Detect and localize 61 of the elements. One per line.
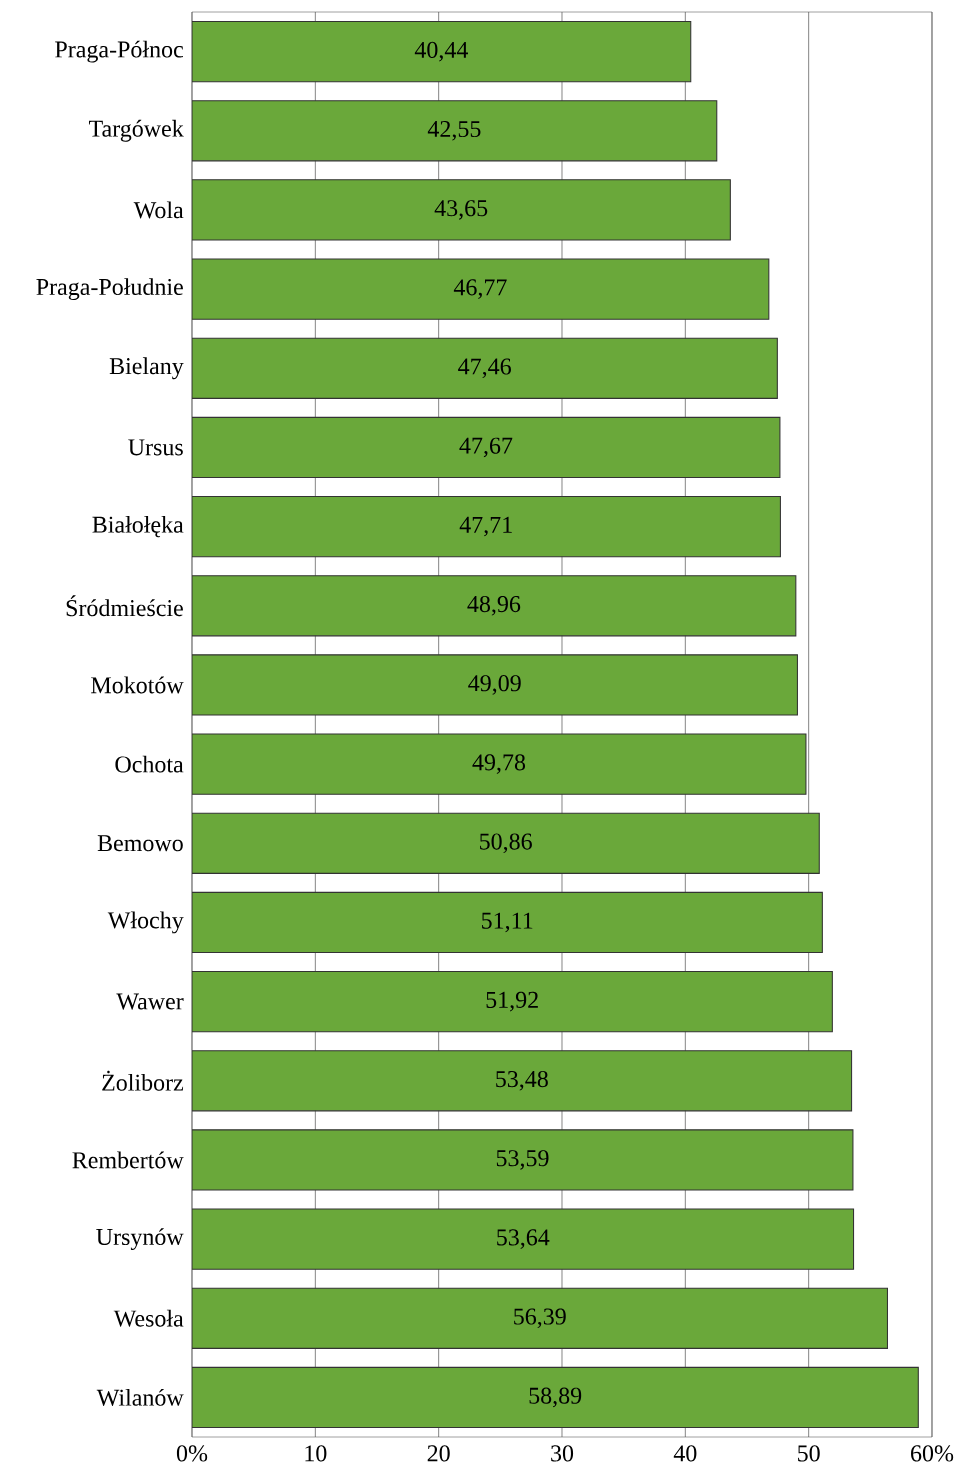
data-label: 50,86: [480, 833, 532, 854]
bar: [192, 1287, 889, 1349]
bar: [192, 891, 823, 954]
y-tick-label: Praga-Północ: [55, 40, 183, 63]
y-tick-label: Ursynów: [96, 1228, 184, 1251]
data-label: 42,55: [427, 120, 481, 141]
y-tick-label: Wawer: [116, 993, 184, 1010]
x-tick-label: 40: [673, 1445, 697, 1462]
bar: [192, 179, 731, 241]
bar: [192, 100, 718, 162]
x-tick-label: 10: [305, 1445, 327, 1462]
y-tick-label: Śródmieście: [66, 595, 183, 617]
x-tick-label: 50: [798, 1445, 820, 1462]
data-label: 46,77: [453, 279, 507, 299]
data-label: 53,59: [496, 1150, 549, 1170]
y-tick-label: Praga-Południe: [36, 278, 183, 301]
data-label: 56,39: [514, 1308, 566, 1329]
x-tick-label: 0%: [176, 1445, 208, 1462]
bar: [192, 1129, 854, 1191]
data-label: 51,92: [486, 991, 538, 1012]
bar: [192, 1366, 919, 1429]
y-tick-label: Żoliborz: [102, 1070, 184, 1091]
y-tick-label: Bemowo: [97, 835, 183, 852]
data-label: 53,48: [496, 1070, 548, 1091]
x-tick-label: 30: [551, 1445, 574, 1462]
y-tick-label: Wilanów: [96, 1388, 184, 1406]
y-tick-label: Ochota: [115, 755, 184, 773]
data-label: 47,46: [458, 358, 511, 379]
bar: [192, 20, 692, 83]
y-tick-label: Ursus: [128, 439, 183, 456]
bar: [192, 258, 770, 320]
data-label: 49,78: [472, 754, 526, 774]
y-tick-label: Włochy: [107, 911, 184, 934]
data-label: 48,96: [467, 595, 521, 616]
y-tick-label: Targówek: [88, 119, 184, 142]
data-label: 49,09: [468, 675, 521, 695]
bar: [192, 970, 833, 1033]
bar: [192, 575, 797, 637]
data-label: 51,11: [482, 912, 533, 933]
data-label: 53,64: [497, 1229, 550, 1249]
bar: [192, 1050, 853, 1112]
bar: [192, 733, 807, 795]
bar: [192, 654, 798, 716]
data-label: 47,67: [459, 437, 513, 458]
x-tick-label: 60%: [911, 1445, 954, 1462]
data-label: 58,89: [529, 1387, 582, 1408]
data-label: 47,71: [459, 516, 512, 537]
y-tick-label: Mokotów: [91, 676, 184, 694]
x-tick-label: 20: [427, 1445, 450, 1462]
y-tick-label: Bielany: [109, 357, 184, 380]
y-tick-label: Wesoła: [113, 1309, 184, 1327]
bar: [192, 416, 781, 479]
bar: [192, 337, 778, 399]
y-tick-label: Wola: [133, 201, 184, 219]
y-tick-label: Rembertów: [72, 1151, 184, 1169]
bar: [192, 1208, 855, 1270]
bar: [192, 812, 820, 874]
data-label: 43,65: [434, 200, 488, 220]
bar: [192, 495, 781, 558]
data-label: 40,44: [414, 41, 468, 62]
y-tick-label: Białołęka: [92, 515, 184, 538]
